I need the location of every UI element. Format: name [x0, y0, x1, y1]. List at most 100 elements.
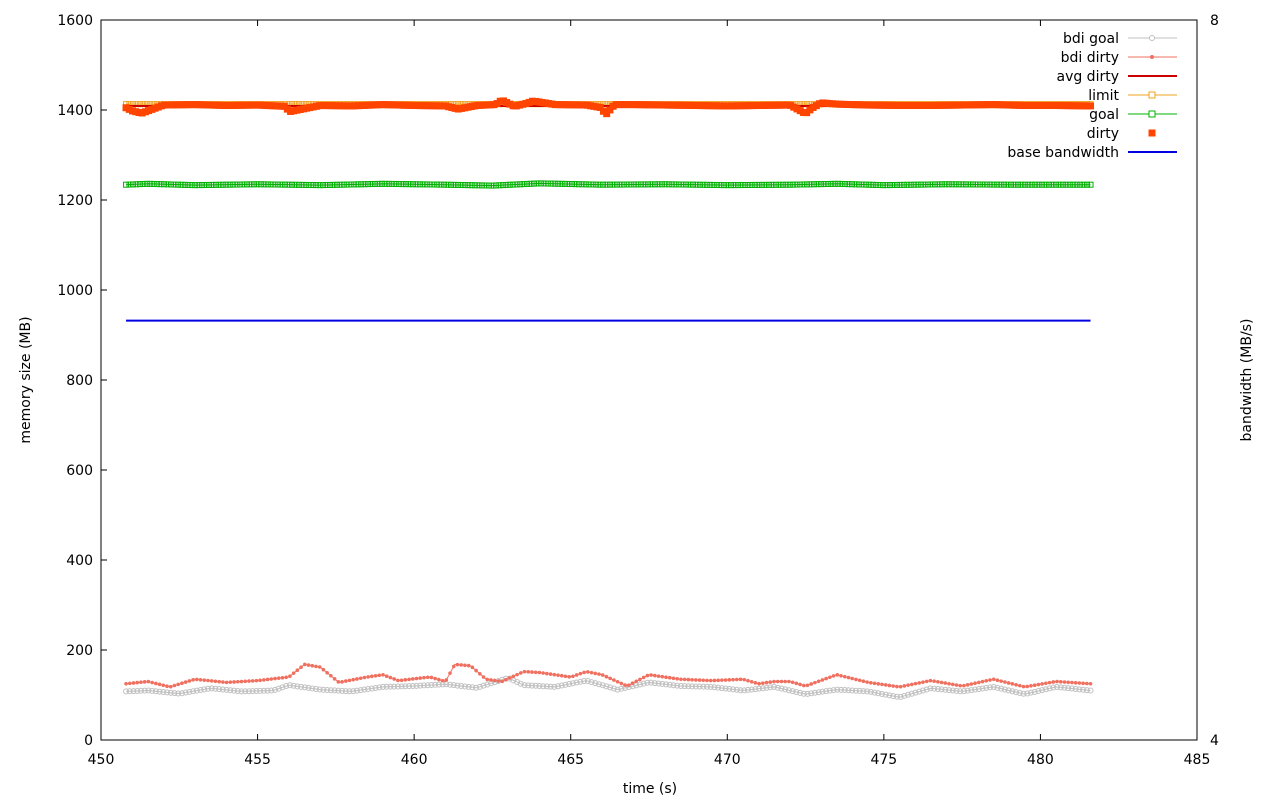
- data-point: [335, 687, 342, 694]
- data-point: [744, 686, 751, 693]
- data-point: [1077, 181, 1084, 188]
- data-point: [253, 687, 260, 694]
- data-point: [883, 182, 890, 189]
- data-point: [631, 181, 638, 188]
- data-point: [233, 181, 240, 188]
- series-dirty: [122, 97, 1095, 118]
- data-point: [665, 181, 672, 188]
- data-point: [830, 687, 837, 694]
- data-point: [422, 675, 426, 680]
- data-point: [727, 678, 732, 682]
- data-point: [548, 672, 553, 676]
- data-point: [828, 675, 832, 680]
- data-point: [835, 673, 840, 677]
- data-point: [804, 690, 811, 697]
- y2-tick-label: 4: [1210, 733, 1219, 749]
- data-point: [627, 181, 634, 188]
- data-point: [1049, 181, 1056, 188]
- data-point: [1016, 689, 1023, 696]
- data-point: [555, 180, 562, 187]
- data-point: [126, 181, 133, 188]
- data-point: [696, 181, 703, 188]
- legend-marker-bdi-dirty: [1150, 55, 1154, 59]
- data-point: [373, 673, 378, 678]
- data-point: [645, 181, 652, 188]
- data-point: [231, 687, 238, 694]
- data-point: [752, 181, 759, 188]
- data-point: [578, 671, 583, 676]
- data-point: [413, 682, 420, 689]
- data-point: [949, 181, 956, 188]
- data-point: [375, 180, 382, 187]
- data-point: [186, 688, 193, 695]
- data-point: [219, 686, 226, 693]
- data-point: [864, 688, 871, 695]
- data-point: [658, 181, 665, 188]
- data-point: [198, 678, 203, 682]
- data-point: [783, 679, 787, 684]
- data-point: [530, 670, 534, 674]
- data-point: [403, 678, 408, 682]
- data-point: [461, 182, 468, 189]
- data-point: [234, 687, 241, 694]
- data-point: [258, 678, 262, 683]
- data-point: [330, 181, 337, 188]
- data-point: [593, 181, 600, 188]
- legend-label-bdi-dirty: bdi dirty: [1061, 50, 1119, 66]
- data-point: [217, 679, 221, 684]
- data-point: [620, 181, 627, 188]
- data-point: [817, 181, 824, 188]
- data-point: [588, 679, 595, 686]
- data-point: [648, 679, 655, 686]
- data-point: [510, 181, 517, 188]
- data-point: [1013, 689, 1020, 696]
- data-point: [282, 181, 289, 188]
- data-point: [755, 181, 762, 188]
- data-point: [465, 683, 472, 690]
- data-point: [927, 685, 934, 692]
- data-point: [545, 671, 549, 676]
- data-point: [454, 682, 461, 689]
- data-point: [316, 686, 323, 693]
- data-point: [552, 672, 557, 677]
- data-point: [653, 673, 657, 678]
- data-point: [209, 679, 214, 683]
- data-point: [257, 687, 264, 694]
- data-point: [235, 679, 240, 684]
- data-point: [931, 685, 938, 692]
- data-point: [994, 181, 1001, 188]
- data-point: [634, 181, 641, 188]
- data-point: [1039, 687, 1046, 694]
- data-point: [579, 181, 586, 188]
- x-tick-label: 470: [714, 752, 741, 768]
- data-point: [675, 677, 679, 681]
- data-point: [254, 678, 259, 683]
- data-point: [846, 675, 851, 680]
- data-point: [273, 676, 277, 681]
- data-point: [182, 689, 189, 696]
- data-point: [913, 681, 918, 686]
- data-point: [305, 684, 312, 691]
- data-point: [988, 678, 992, 682]
- data-point: [312, 685, 319, 692]
- data-point: [630, 681, 635, 686]
- series-bdi-dirty: [124, 662, 1093, 689]
- data-point: [694, 678, 698, 682]
- data-point: [977, 680, 981, 685]
- data-point: [515, 672, 519, 677]
- data-point: [995, 678, 1000, 683]
- data-point: [1021, 684, 1026, 689]
- data-point: [636, 681, 643, 688]
- data-point: [475, 182, 482, 189]
- data-point: [262, 678, 266, 682]
- data-point: [383, 683, 390, 690]
- data-point: [577, 678, 584, 685]
- legend-label-dirty: dirty: [1087, 126, 1119, 142]
- data-point: [711, 684, 718, 691]
- data-point: [854, 677, 858, 682]
- data-point: [1057, 684, 1064, 691]
- data-point: [275, 181, 282, 188]
- data-point: [351, 677, 356, 682]
- data-point: [969, 682, 974, 686]
- data-point: [451, 664, 456, 669]
